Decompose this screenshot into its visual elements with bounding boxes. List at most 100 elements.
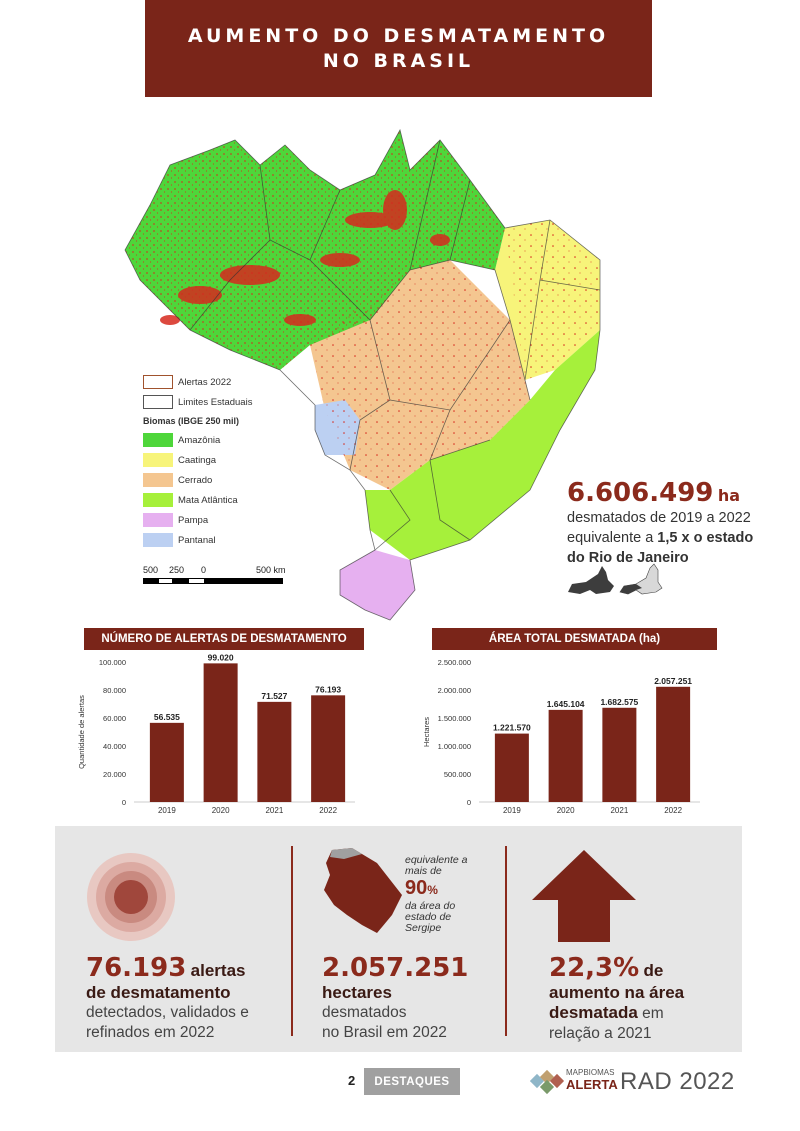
chart-header-area: ÁREA TOTAL DESMATADA (ha) — [432, 628, 717, 650]
bar-value-label: 99.020 — [208, 652, 234, 662]
section-tag: DESTAQUES — [364, 1068, 460, 1095]
biome-swatch — [143, 513, 173, 527]
bar-2020 — [203, 663, 238, 802]
legend-label: Alertas 2022 — [178, 376, 232, 388]
bar-value-label: 76.193 — [315, 684, 341, 694]
panel-divider — [291, 846, 293, 1036]
hectares-line-2: hectares — [322, 983, 392, 1002]
highlight-line-3: do Rio de Janeiro — [567, 550, 689, 566]
bar-2020 — [548, 709, 583, 802]
bar-2021 — [257, 701, 292, 802]
legend-label: Pampa — [178, 514, 209, 526]
scale-segment — [158, 578, 173, 584]
target-circles-icon — [87, 853, 175, 941]
bar-2019 — [494, 733, 529, 802]
total-deforested-highlight: 6.606.499 ha desmatados de 2019 a 2022 e… — [567, 478, 792, 568]
legend-label: Caatinga — [178, 454, 217, 466]
scale-label: 250 — [169, 565, 185, 575]
x-tick-label: 2022 — [664, 806, 682, 815]
x-tick-label: 2021 — [265, 806, 283, 815]
bar-2019 — [149, 722, 184, 802]
page-number: 2 — [348, 1073, 356, 1088]
logo-line-2: ALERTA — [566, 1077, 618, 1092]
bar-value-label: 71.527 — [261, 691, 287, 701]
area-bar-chart: Hectares 0 500.000 1.000.000 1.500.000 2.000.… — [422, 658, 700, 815]
hectares-value: 2.057.251 — [322, 953, 469, 983]
legend-item-state-limits: Limites Estaduais — [143, 392, 303, 412]
note-line-4: estado de — [405, 911, 452, 923]
legend-label: Mata Atlântica — [178, 494, 238, 506]
legend-label: Limites Estaduais — [178, 396, 253, 408]
title-line-2: NO BRASIL — [322, 49, 475, 72]
legend-item-caatinga: Caatinga — [143, 450, 303, 470]
mata-atlantica-region — [365, 330, 600, 560]
y-tick-label: 0 — [122, 798, 126, 807]
note-line-5: Sergipe — [405, 922, 442, 934]
y-tick-label: 0 — [467, 798, 471, 807]
hectares-stat: 2.057.251 hectares desmatados no Brasil … — [322, 953, 502, 1043]
alerts-line-3: detectados, validados e — [86, 1004, 249, 1021]
x-tick-label: 2021 — [610, 806, 628, 815]
legend-item-mata-atlantica: Mata Atlântica — [143, 490, 303, 510]
x-tick-label: 2022 — [319, 806, 337, 815]
alerts-line-2: de desmatamento — [86, 983, 231, 1002]
highlight-line-2: equivalente a 1,5 x o estado — [567, 528, 792, 548]
y-tick-label: 40.000 — [103, 742, 126, 751]
title-line-1: AUMENTO DO DESMATAMENTO — [187, 24, 610, 47]
highlight-bold: 1,5 x o estado — [657, 530, 754, 546]
note-line-1: equivalente a — [405, 854, 468, 866]
bar-value-label: 56.535 — [154, 712, 180, 722]
note-percentage: 90% — [405, 877, 495, 901]
scale-label: 500 km — [256, 565, 286, 575]
total-area-unit: ha — [717, 486, 741, 505]
bar-2021 — [602, 707, 637, 802]
sergipe-note: equivalente a mais de 90% da área do est… — [405, 855, 495, 934]
increase-suffix: de — [643, 961, 664, 980]
increase-line-3-suffix: em — [642, 1005, 664, 1022]
map-legend: Alertas 2022 Limites Estaduais Biomas (I… — [143, 372, 303, 550]
y-tick-label: 20.000 — [103, 770, 126, 779]
biome-swatch — [143, 433, 173, 447]
brazil-biome-map — [124, 128, 601, 621]
highlight-line-1: desmatados de 2019 a 2022 — [567, 510, 751, 526]
state-limit-swatch — [143, 395, 173, 409]
increase-line-4: relação a 2021 — [549, 1025, 652, 1042]
increase-line-2: aumento na área — [549, 983, 685, 1002]
note-line-2: mais de — [405, 865, 442, 877]
summary-panel — [55, 826, 742, 1052]
biome-swatch — [143, 453, 173, 467]
mapbiomas-logo-icon — [530, 1069, 565, 1095]
bar-2022 — [656, 686, 691, 802]
legend-heading: Biomas (IBGE 250 mil) — [143, 416, 240, 426]
alerts-unit: alertas — [190, 961, 246, 980]
logo-line-1: MAPBIOMAS — [566, 1068, 615, 1077]
alert-swatch — [143, 375, 173, 389]
note-line-3: da área do — [405, 900, 456, 912]
y-tick-label: 1.500.000 — [438, 714, 471, 723]
y-axis-label: Hectares — [422, 717, 431, 747]
scale-segment — [173, 578, 188, 584]
x-tick-label: 2020 — [212, 806, 230, 815]
increase-value: 22,3% — [549, 953, 640, 983]
bar-2022 — [311, 695, 346, 802]
bar-value-label: 2.057.251 — [654, 676, 692, 686]
biome-swatch — [143, 473, 173, 487]
legend-label: Cerrado — [178, 474, 213, 486]
rio-de-janeiro-silhouette-icon — [568, 563, 663, 595]
scale-segment — [205, 578, 283, 584]
y-tick-label: 100.000 — [99, 658, 126, 667]
x-tick-label: 2020 — [557, 806, 575, 815]
note-pct-sign: % — [427, 883, 438, 897]
y-tick-label: 60.000 — [103, 714, 126, 723]
report-title: RAD 2022 — [620, 1068, 735, 1095]
scale-label: 500 — [143, 565, 159, 575]
biome-swatch — [143, 533, 173, 547]
chart-header-alerts: NÚMERO DE ALERTAS DE DESMATAMENTO — [84, 628, 364, 650]
title-banner: AUMENTO DO DESMATAMENTO NO BRASIL — [145, 0, 652, 97]
y-axis-label: Quantidade de alertas — [77, 695, 86, 769]
alerts-bar-chart: Quantidade de alertas 0 20.000 40.000 60.000… — [77, 652, 355, 815]
legend-item-pampa: Pampa — [143, 510, 303, 530]
panel-divider — [505, 846, 507, 1036]
scale-label: 0 — [201, 565, 207, 575]
legend-label: Pantanal — [178, 534, 216, 546]
